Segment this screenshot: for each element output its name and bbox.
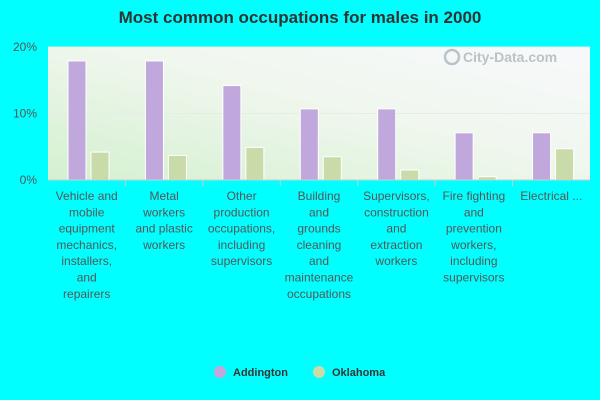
x-tick-label: Electrical ... bbox=[520, 189, 582, 203]
bar-addington[interactable] bbox=[222, 85, 242, 181]
x-tick-label: Vehicle and mobile equipment mechanics, inst… bbox=[56, 189, 118, 301]
bar-addington[interactable] bbox=[299, 108, 319, 181]
bar-addington[interactable] bbox=[144, 60, 164, 181]
axes: 0% 10% 20% bbox=[13, 40, 590, 187]
bar-addington[interactable] bbox=[532, 132, 552, 181]
bar-oklahoma[interactable] bbox=[167, 154, 187, 181]
bar-oklahoma[interactable] bbox=[245, 146, 265, 181]
grid-lines bbox=[48, 46, 590, 114]
x-tick-label: Supervisors, construction and extraction wor… bbox=[363, 189, 430, 268]
x-tick-label: Building and grounds cleaning and maintenance… bbox=[285, 189, 354, 301]
watermark-text: City-Data.com bbox=[463, 49, 557, 65]
legend-swatch-addington bbox=[214, 366, 226, 378]
legend-swatch-oklahoma bbox=[313, 366, 325, 378]
x-tick-label: Other production occupations, including supe… bbox=[208, 189, 275, 268]
y-tick-label: 0% bbox=[20, 173, 38, 187]
x-tick-label: Fire fighting and prevention workers, includ… bbox=[443, 189, 506, 285]
bar-addington[interactable] bbox=[377, 108, 397, 181]
bar-addington[interactable] bbox=[454, 132, 474, 181]
y-tick-label: 20% bbox=[13, 40, 37, 54]
legend: Addington Oklahoma bbox=[214, 366, 386, 379]
watermark: City-Data.com bbox=[443, 48, 557, 66]
legend-label-oklahoma: Oklahoma bbox=[332, 367, 386, 379]
watermark-search-icon bbox=[443, 48, 461, 66]
x-tick-label: Metal workers and plastic workers bbox=[135, 189, 192, 252]
bar-oklahoma[interactable] bbox=[555, 148, 575, 181]
bar-addington[interactable] bbox=[67, 60, 87, 181]
category-labels: Vehicle and mobile equipment mechanics, inst… bbox=[56, 189, 583, 301]
bar-oklahoma[interactable] bbox=[90, 151, 110, 181]
bar-oklahoma[interactable] bbox=[322, 156, 342, 181]
chart-title: Most common occupations for males in 200… bbox=[118, 8, 482, 27]
legend-label-addington: Addington bbox=[233, 367, 288, 379]
bar-oklahoma[interactable] bbox=[400, 169, 420, 181]
y-tick-label: 10% bbox=[13, 107, 37, 121]
